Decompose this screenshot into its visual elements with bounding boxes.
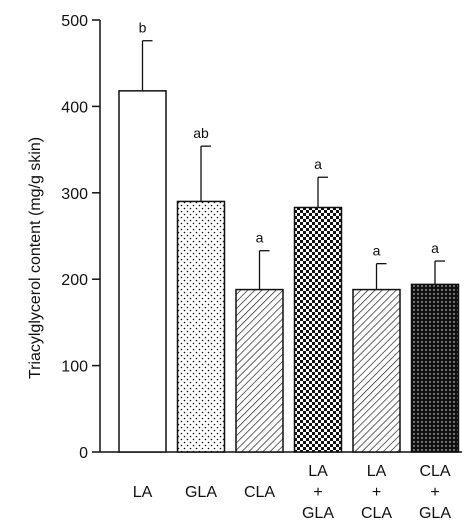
y-tick-label: 500 bbox=[61, 13, 88, 30]
bar-0 bbox=[118, 90, 167, 453]
y-tick-label: 100 bbox=[61, 359, 88, 376]
significance-label-0: b bbox=[139, 20, 147, 36]
significance-label-2: a bbox=[256, 230, 264, 246]
x-tick-label-5: GLA bbox=[419, 505, 451, 522]
x-tick-label-4: LA bbox=[367, 463, 387, 480]
x-tick-label-4: + bbox=[372, 484, 381, 501]
bar-2 bbox=[235, 288, 284, 453]
y-tick-label: 400 bbox=[61, 99, 88, 116]
x-tick-label-5: + bbox=[430, 484, 439, 501]
bar-1 bbox=[176, 200, 226, 453]
x-tick-label-3: LA bbox=[308, 463, 328, 480]
bar-4 bbox=[352, 288, 401, 453]
x-tick-label-4: CLA bbox=[361, 505, 392, 522]
y-axis: 0 100 200 300 400 500 bbox=[61, 13, 101, 462]
x-tick-label-3: GLA bbox=[302, 505, 334, 522]
x-tick-label-0: LA bbox=[133, 484, 153, 501]
bar-5 bbox=[410, 283, 460, 453]
significance-label-3: a bbox=[314, 156, 322, 172]
bar-series bbox=[118, 90, 460, 453]
x-tick-label-1: GLA bbox=[185, 484, 217, 501]
significance-label-1: ab bbox=[193, 125, 209, 141]
significance-label-4: a bbox=[373, 243, 381, 259]
y-axis-label: Triacylglycerol content (mg/g skin) bbox=[27, 137, 44, 379]
significance-labels: b ab a a a a bbox=[139, 20, 440, 259]
y-tick-label: 200 bbox=[61, 272, 88, 289]
x-tick-label-3: + bbox=[313, 484, 322, 501]
y-tick-label: 0 bbox=[79, 445, 88, 462]
significance-label-5: a bbox=[431, 240, 439, 256]
x-tick-labels: LA GLA CLA LA + GLA LA + CLA CLA + GLA bbox=[133, 463, 452, 522]
x-tick-label-2: CLA bbox=[244, 484, 275, 501]
y-tick-label: 300 bbox=[61, 186, 88, 203]
x-tick-label-5: CLA bbox=[419, 463, 450, 480]
bar-3 bbox=[293, 206, 343, 453]
error-bars bbox=[141, 40, 445, 290]
